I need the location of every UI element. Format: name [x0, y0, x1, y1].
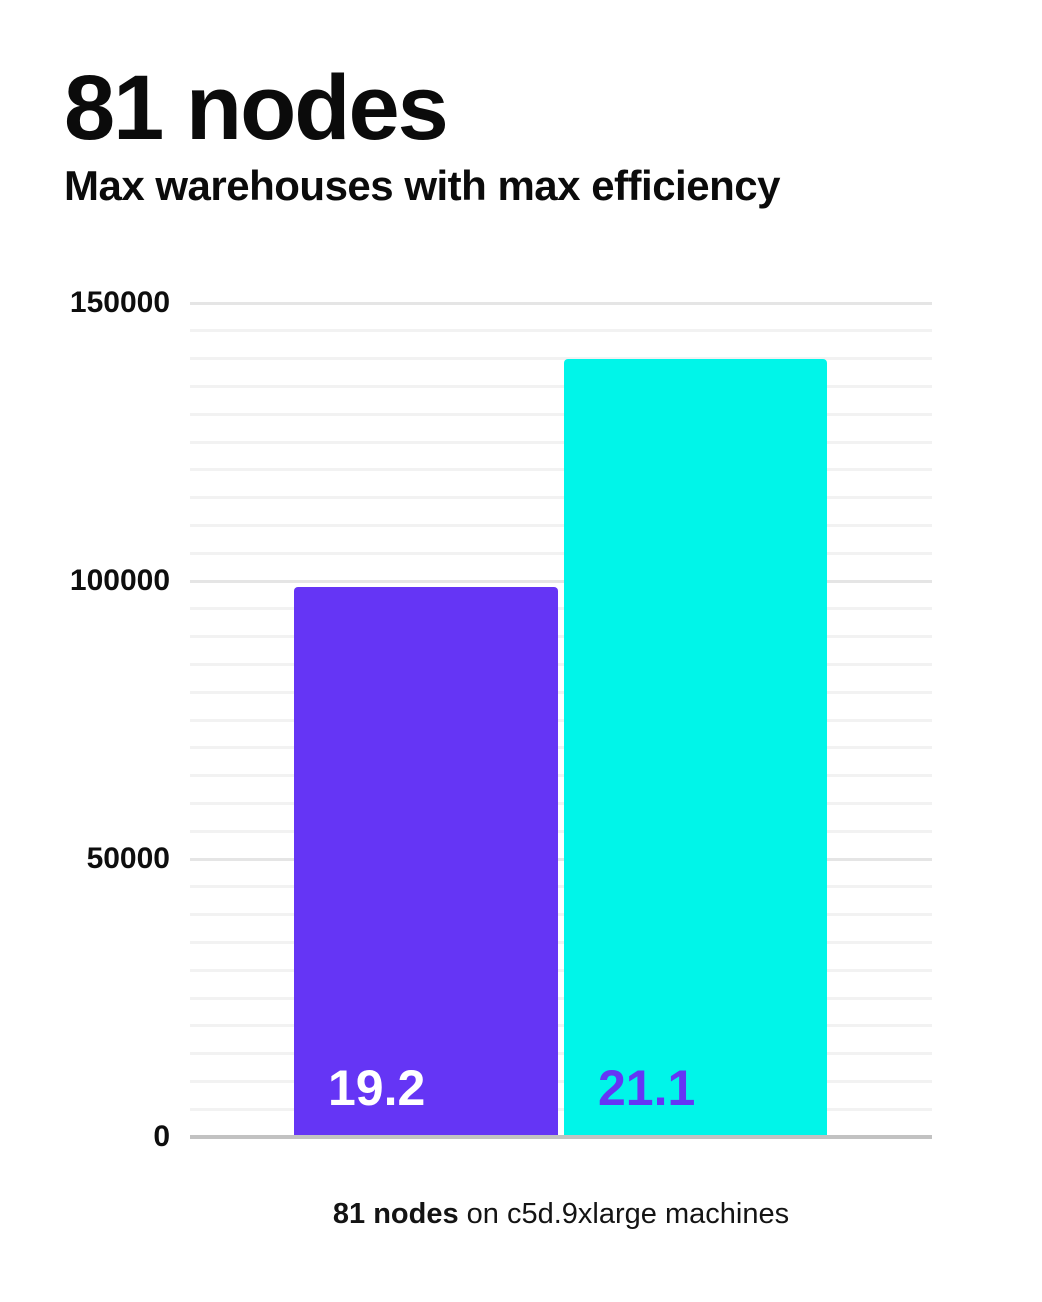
gridline-minor: [190, 774, 932, 778]
gridline-minor: [190, 968, 932, 972]
gridline-minor: [190, 496, 932, 500]
gridline-minor: [190, 551, 932, 555]
gridline-minor: [190, 329, 932, 333]
bar-2: 21.1: [564, 358, 827, 1137]
gridline-minor: [190, 801, 932, 805]
bar-value-label: 19.2: [328, 1060, 426, 1116]
gridline-minor: [190, 468, 932, 472]
gridline-minor: [190, 1024, 932, 1028]
gridline-minor: [190, 1052, 932, 1056]
y-axis-labels: 0 50000 100000 150000: [0, 288, 170, 1152]
y-tick-label: 150000: [69, 286, 170, 319]
x-axis-line: [190, 1135, 932, 1139]
y-tick-label: 100000: [69, 564, 170, 597]
gridline-minor: [190, 1079, 932, 1083]
gridline-major: [190, 857, 932, 861]
gridline-minor: [190, 523, 932, 527]
caption-bold-text: 81 nodes: [332, 1198, 459, 1230]
gridline-minor: [190, 357, 932, 361]
gridline-minor: [190, 940, 932, 944]
gridline-minor: [190, 384, 932, 388]
gridline-minor: [190, 635, 932, 639]
gridline-major: [190, 579, 932, 583]
gridline-minor: [190, 829, 932, 833]
gridline-minor: [190, 607, 932, 611]
plot-area: 19.2 21.1: [190, 301, 932, 1139]
chart-card: 81 nodes Max warehouses with max efficie…: [0, 57, 932, 1232]
chart-title: 81 nodes: [64, 57, 449, 159]
bar-1: 19.2: [294, 586, 558, 1137]
gridline-minor: [190, 746, 932, 750]
chart-subtitle: Max warehouses with max efficiency: [64, 162, 780, 209]
gridline-minor: [190, 913, 932, 917]
gridline-major: [190, 301, 932, 305]
gridline-minor: [190, 996, 932, 1000]
y-tick-label: 50000: [86, 842, 170, 875]
gridline-minor: [190, 885, 932, 889]
bar-value-label: 21.1: [598, 1060, 696, 1116]
gridline-minor: [190, 412, 932, 416]
gridline-minor: [190, 690, 932, 694]
caption-regular-text: on c5d.9xlarge machines: [458, 1198, 790, 1230]
gridline-minor: [190, 662, 932, 666]
gridline-minor: [190, 1107, 932, 1111]
gridline-minor: [190, 440, 932, 444]
chart-caption: 81 nodes on c5d.9xlarge machines: [190, 1196, 932, 1232]
y-tick-label: 0: [153, 1120, 170, 1153]
gridline-minor: [190, 718, 932, 722]
